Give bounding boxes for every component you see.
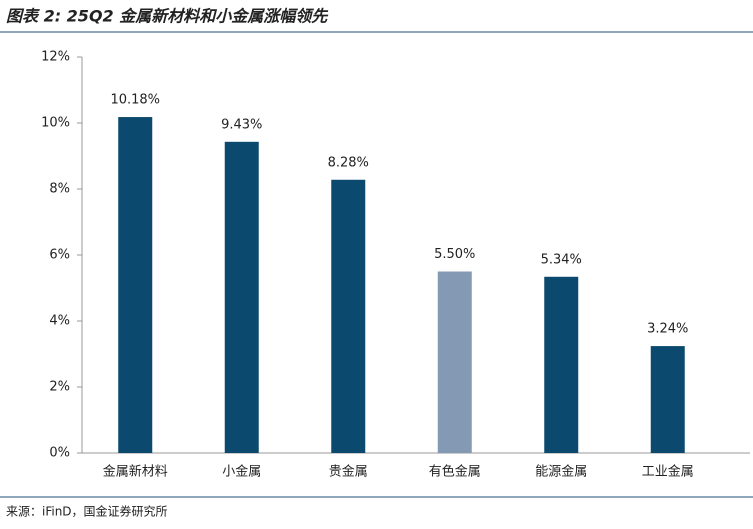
source-note: 来源：iFinD，国金证券研究所 bbox=[6, 504, 168, 519]
y-tick-label: 4% bbox=[49, 314, 70, 329]
value-label: 5.34% bbox=[541, 252, 582, 267]
value-label: 8.28% bbox=[328, 155, 369, 170]
value-label: 3.24% bbox=[647, 322, 688, 337]
x-tick-label: 小金属 bbox=[222, 464, 261, 480]
x-tick-label: 金属新材料 bbox=[103, 464, 168, 480]
value-label: 5.50% bbox=[434, 247, 475, 262]
x-tick-label: 贵金属 bbox=[329, 464, 368, 480]
x-tick-label: 工业金属 bbox=[642, 464, 694, 480]
y-tick-label: 0% bbox=[49, 446, 70, 461]
bar bbox=[544, 276, 579, 453]
bar bbox=[118, 117, 153, 453]
value-label: 10.18% bbox=[110, 93, 160, 108]
y-tick-label: 8% bbox=[49, 182, 70, 197]
chart-title: 图表 2: 25Q2 金属新材料和小金属涨幅领先 bbox=[6, 7, 329, 26]
value-label: 9.43% bbox=[221, 117, 262, 132]
x-tick-label: 有色金属 bbox=[429, 464, 481, 480]
y-tick-label: 12% bbox=[41, 50, 70, 65]
x-tick-label: 能源金属 bbox=[535, 464, 587, 480]
y-tick-label: 6% bbox=[49, 248, 70, 263]
bar bbox=[331, 179, 366, 453]
bar bbox=[650, 346, 685, 453]
y-tick-label: 2% bbox=[49, 380, 70, 395]
bar bbox=[437, 271, 472, 453]
y-tick-label: 10% bbox=[41, 116, 70, 131]
bar bbox=[224, 141, 259, 453]
